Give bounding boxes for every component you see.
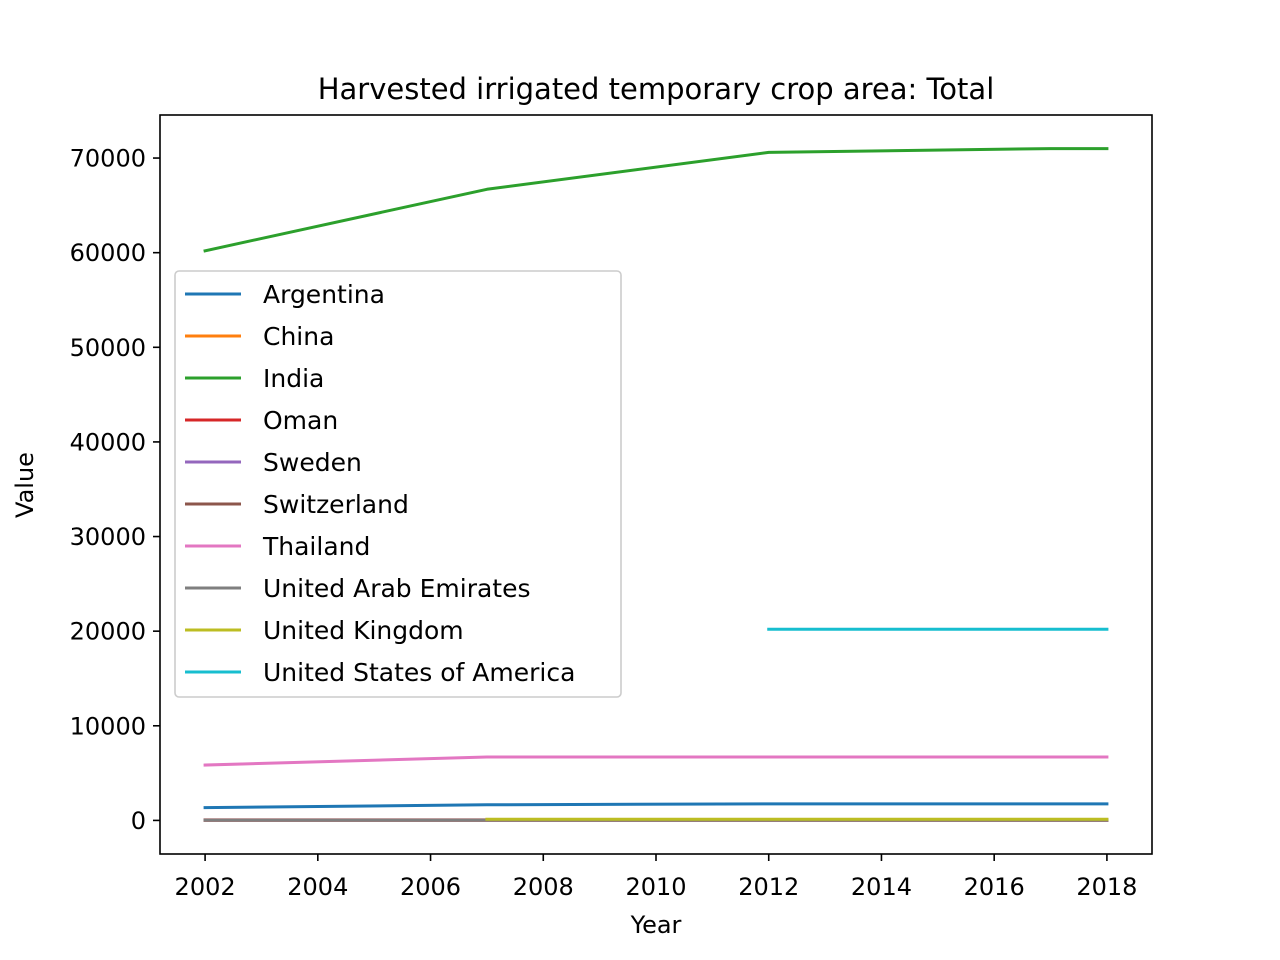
y-axis-label: Value	[11, 452, 39, 518]
legend-label-oman: Oman	[263, 406, 338, 435]
y-axis: 0 10000 20000 30000 40000 50000 60000 70000	[70, 145, 160, 835]
series-line-argentina	[203, 802, 1109, 810]
x-axis-label: Year	[630, 911, 682, 939]
legend: Argentina China India Oman Sweden Switzerland…	[174, 270, 622, 698]
series-line-thailand	[203, 755, 1109, 767]
x-tick-label: 2014	[851, 873, 912, 901]
series-line-india	[203, 147, 1109, 253]
y-tick-label: 60000	[70, 239, 146, 267]
x-tick-label: 2008	[513, 873, 574, 901]
legend-label-united-states-of-america: United States of America	[263, 658, 575, 687]
y-tick-label: 20000	[70, 618, 146, 646]
x-tick-label: 2016	[964, 873, 1025, 901]
legend-label-united-kingdom: United Kingdom	[263, 616, 464, 645]
chart-title: Harvested irrigated temporary crop area:…	[318, 72, 995, 106]
x-axis: 2002 2004 2006 2008 2010 2012 2014 2016 2018	[175, 854, 1137, 901]
legend-label-thailand: Thailand	[262, 532, 370, 561]
y-tick-label: 30000	[70, 523, 146, 551]
y-tick-label: 50000	[70, 334, 146, 362]
legend-label-switzerland: Switzerland	[263, 490, 409, 519]
x-tick-label: 2004	[287, 873, 348, 901]
legend-frame	[174, 270, 622, 698]
y-tick-label: 10000	[70, 712, 146, 740]
legend-label-china: China	[263, 322, 334, 351]
x-tick-label: 2010	[625, 873, 686, 901]
legend-label-united-arab-emirates: United Arab Emirates	[263, 574, 531, 603]
y-tick-label: 0	[131, 807, 146, 835]
x-tick-label: 2012	[738, 873, 799, 901]
y-tick-label: 70000	[70, 145, 146, 173]
x-tick-label: 2018	[1076, 873, 1137, 901]
plot-area	[203, 147, 1109, 822]
legend-label-india: India	[263, 364, 324, 393]
x-tick-label: 2006	[400, 873, 461, 901]
y-tick-label: 40000	[70, 428, 146, 456]
legend-label-argentina: Argentina	[263, 280, 385, 309]
legend-label-sweden: Sweden	[263, 448, 362, 477]
x-tick-label: 2002	[175, 873, 236, 901]
